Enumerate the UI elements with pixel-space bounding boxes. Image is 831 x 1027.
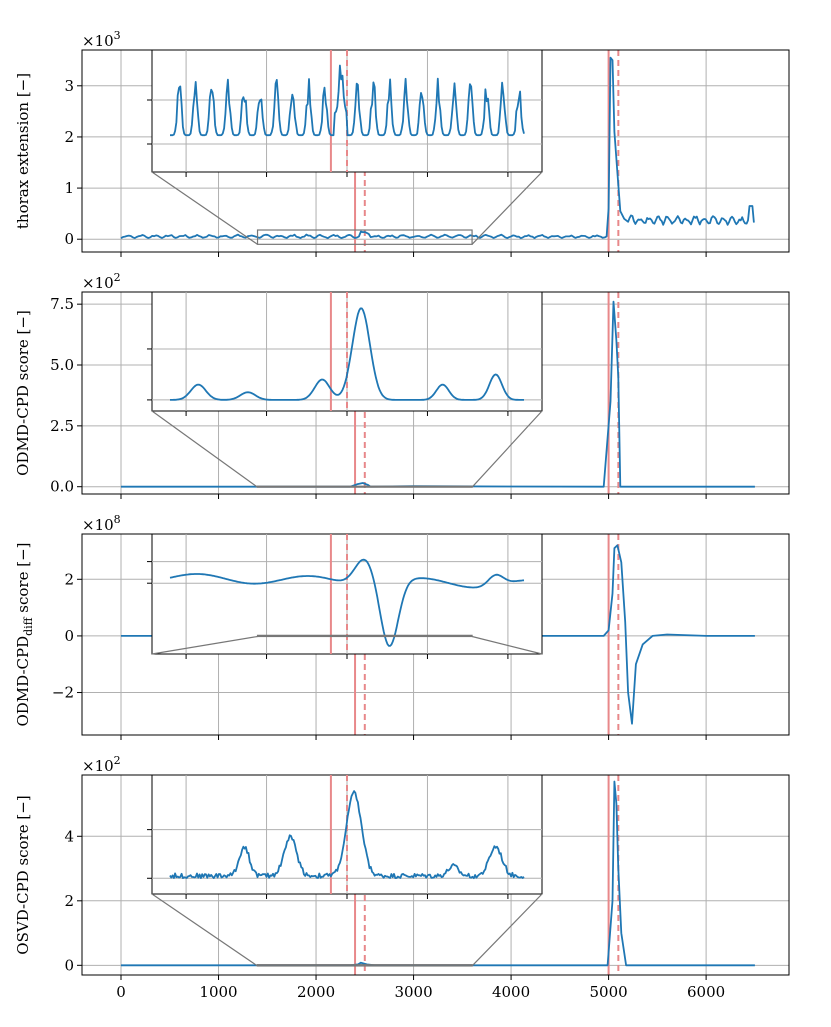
zoom-connector-left [151,635,258,655]
inset-panel-4 [147,774,543,899]
inset-series-line [170,307,524,401]
series-line [120,56,755,240]
y-axis-label-subscript: diff [22,616,35,636]
series-line [121,300,755,488]
panel-2: 0.0 2.5 5.0 7.5 ×102 ODMD-CPD score [−] [14,271,790,499]
y-tick-label: 2 [64,892,74,910]
x-tick-label: 4000 [492,983,530,1001]
zoom-connector-right [471,893,543,967]
x-tick-label: 0 [116,983,126,1001]
x-tick-label: 3000 [394,983,432,1001]
y-tick-label: 1 [64,179,74,197]
zoom-connector-left [151,893,258,967]
inset-panel-2 [147,291,543,416]
x-tick-label: 6000 [687,983,725,1001]
inset-panel-3 [147,533,543,659]
y-tick-label: 2 [64,570,74,588]
y-tick-label: 0 [64,956,74,974]
inset-series-line [169,558,525,647]
sci-exponent: 2 [114,754,121,767]
zoom-connector-right [471,171,543,245]
inset-panel-1 [147,49,543,177]
y-axis-label: thorax extension [−] [14,73,32,229]
zoom-rectangle [256,229,473,245]
y-axis-label-suffix: score [−] [14,542,32,617]
y-tick-label: 2.5 [50,417,74,435]
x-tick-label: 5000 [589,983,627,1001]
shared-x-axis: 0 1000 2000 3000 4000 5000 6000 [116,983,725,1001]
y-tick-label: 5.0 [50,356,74,374]
y-axis-label: OSVD-CPD score [−] [14,795,32,954]
panel-3: −2 0 2 ×108 ODMD-CPDdiff score [−] [14,513,790,740]
series-line [121,544,755,725]
sci-exponent: 8 [114,513,121,526]
x-tick-label: 2000 [297,983,335,1001]
sci-exponent: 2 [114,271,121,284]
y-tick-label: 0.0 [50,478,74,496]
y-axis-label: ODMD-CPDdiff score [−] [14,542,35,726]
y-tick-label: −2 [52,684,74,702]
y-axis-label: ODMD-CPD score [−] [14,310,32,476]
zoom-rectangle [256,485,473,488]
y-tick-label: 2 [64,128,74,146]
zoom-connector-left [151,410,258,488]
y-tick-label: 0 [64,230,74,248]
sci-multiplier: ×102 [82,754,121,775]
sci-multiplier: ×102 [82,271,121,292]
series-line [121,780,755,967]
y-tick-label: 4 [64,827,74,845]
zoom-connector-right [471,635,543,655]
inset-series-line [169,790,525,880]
y-tick-label: 7.5 [50,295,74,313]
panel-4: 0 2 4 ×102 OSVD-CPD score [−] [14,754,790,980]
y-axis-label-main: ODMD-CPD [14,636,32,727]
sci-multiplier: ×108 [82,513,121,534]
zoom-connector-left [151,171,258,245]
y-tick-label: 3 [64,77,74,95]
sci-exponent: 3 [114,29,121,42]
zoom-connector-right [471,410,543,488]
sci-multiplier: ×103 [82,29,121,50]
inset-series-line [170,64,525,137]
zoom-rectangle [256,634,473,638]
x-tick-label: 1000 [199,983,237,1001]
y-tick-label: 0 [64,627,74,645]
